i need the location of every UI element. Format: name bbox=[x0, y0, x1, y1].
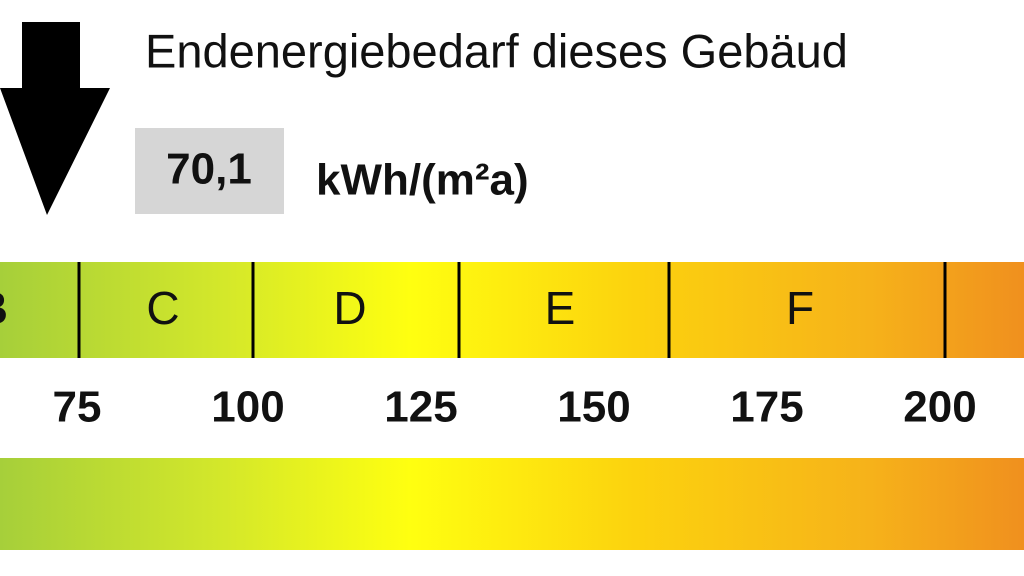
class-label: E bbox=[545, 282, 576, 334]
tick-label: 125 bbox=[384, 383, 457, 432]
tick-label: 100 bbox=[211, 383, 284, 432]
value: 70,1 bbox=[166, 145, 252, 194]
class-label: D bbox=[333, 282, 366, 334]
tick-label: 200 bbox=[903, 383, 976, 432]
tick-label: 75 bbox=[53, 383, 102, 432]
dividers bbox=[77, 262, 947, 358]
tick-label: 175 bbox=[730, 383, 803, 432]
value-box bbox=[135, 128, 284, 214]
color-band bbox=[0, 458, 1024, 550]
class-label: B bbox=[0, 282, 8, 334]
class-label: C bbox=[146, 282, 179, 334]
class-label: F bbox=[786, 282, 814, 334]
class-band bbox=[0, 262, 1024, 358]
tick-label: 150 bbox=[557, 383, 630, 432]
title: Endenergiebedarf dieses Gebäud bbox=[145, 24, 848, 77]
unit: kWh/(m²a) bbox=[316, 156, 529, 205]
indicator-arrow bbox=[0, 22, 110, 215]
